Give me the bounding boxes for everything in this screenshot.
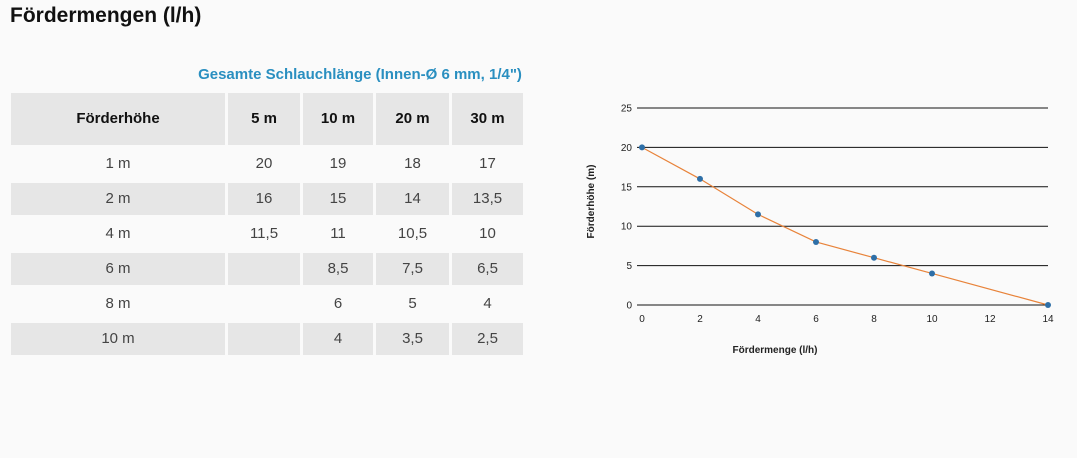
x-tick-label: 12: [984, 314, 996, 325]
x-axis-label: Fördermenge (l/h): [732, 345, 817, 356]
table-cell: 10 m: [11, 323, 225, 355]
table-cell: 4 m: [105, 225, 131, 242]
header-20m: 20 m: [376, 93, 449, 145]
table-cell: 19: [329, 155, 347, 172]
data-point: [1045, 302, 1051, 308]
header-5m: 5 m: [228, 93, 300, 145]
table-cell: 11: [330, 225, 346, 242]
x-tick-label: 10: [926, 314, 938, 325]
table-cell: 10,5: [397, 225, 428, 242]
flow-rate-table: Förderhöhe 5 m 10 m 20 m 30 m 1 m 20 19 …: [11, 93, 523, 355]
x-tick-label: 4: [755, 314, 761, 325]
table-cell: 18: [404, 155, 421, 172]
data-point: [697, 175, 703, 182]
table-cell: [228, 323, 300, 355]
table-cell: 2,5: [452, 323, 523, 355]
data-point: [871, 254, 877, 261]
table-cell: 7,5: [376, 253, 449, 285]
table-cell: 8,5: [303, 253, 373, 285]
y-tick-label: 20: [621, 143, 633, 154]
table-cell: 13,5: [452, 183, 523, 215]
data-point: [755, 211, 761, 218]
table-cell: [228, 288, 300, 320]
table-caption: Gesamte Schlauchlänge (Innen-Ø 6 mm, 1/4…: [198, 66, 522, 83]
x-tick-label: 2: [697, 314, 703, 325]
x-tick-label: 6: [813, 314, 819, 325]
table-cell: 8 m: [105, 295, 131, 312]
table-cell: 16: [228, 183, 300, 215]
table-cell: 4: [483, 295, 492, 312]
x-tick-label: 0: [639, 314, 645, 325]
table-cell: 6,5: [452, 253, 523, 285]
x-tick-label: 8: [871, 314, 877, 325]
y-axis-label: Förderhöhe (m): [586, 165, 597, 239]
header-foerderhoehe: Förderhöhe: [11, 93, 225, 145]
table-cell: 6 m: [11, 253, 225, 285]
header-30m: 30 m: [452, 93, 523, 145]
table-cell: 10: [479, 225, 496, 242]
table-cell: 14: [376, 183, 449, 215]
page-title: Fördermengen (l/h): [10, 4, 202, 27]
flow-chart: 0 5 10 15 20 25 0 2 4 6 8 10 12 14 Fördermenge (l/h) Fö…: [575, 90, 1065, 370]
table-cell: 15: [303, 183, 373, 215]
table-cell: 4: [303, 323, 373, 355]
table-cell: 20: [255, 155, 273, 172]
table-cell: [228, 253, 300, 285]
y-tick-label: 5: [626, 261, 632, 272]
x-tick-label: 14: [1042, 314, 1054, 325]
table-cell: 5: [408, 295, 417, 312]
table-cell: 1 m: [105, 155, 131, 172]
flow-chart-svg: 0 5 10 15 20 25 0 2 4 6 8 10 12 14 Fördermenge (l/h) Fö…: [586, 104, 1054, 357]
y-tick-label: 25: [621, 104, 633, 115]
table-cell: 6: [333, 295, 343, 312]
data-point: [929, 270, 935, 277]
table-cell: 17: [479, 155, 496, 172]
table-cell: 11,5: [249, 225, 279, 242]
header-10m: 10 m: [303, 93, 373, 145]
table-cell: 3,5: [376, 323, 449, 355]
y-tick-label: 15: [621, 182, 633, 193]
data-point: [639, 144, 645, 151]
table-cell: 2 m: [11, 183, 225, 215]
y-tick-label: 0: [626, 301, 632, 312]
y-tick-label: 10: [621, 222, 633, 233]
data-point: [813, 238, 819, 245]
